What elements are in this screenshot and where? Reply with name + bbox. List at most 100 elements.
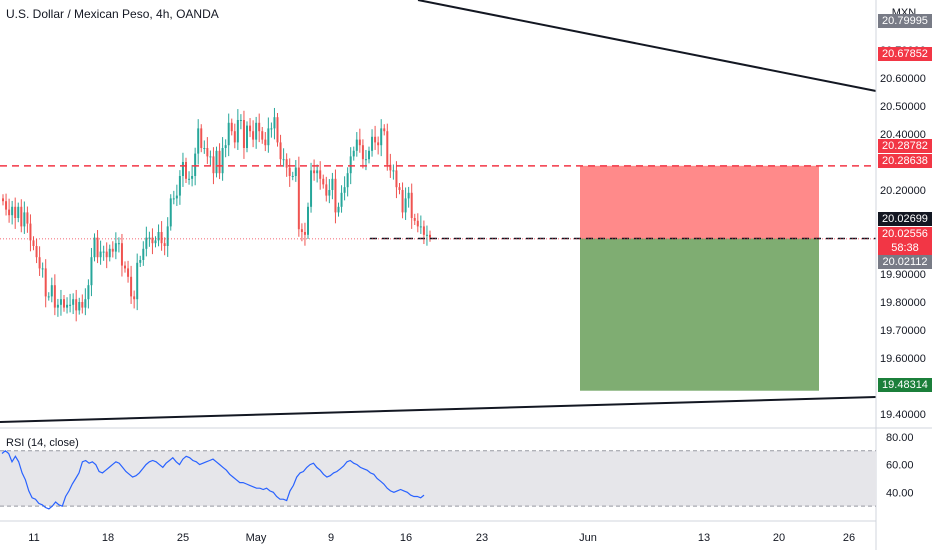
candle-body [197,128,200,154]
price-tick: 20.60000 [880,73,926,85]
candle-body [416,220,419,227]
candle-body [380,128,383,146]
time-tick: 23 [476,532,488,544]
candle-body [117,243,120,245]
top-price-badge: 20.79995 [878,14,932,28]
candle-body [56,304,59,308]
candle-body [419,226,422,228]
candle-body [349,156,352,174]
candle-body [59,299,62,305]
candle-body [316,170,319,174]
candle-body [322,178,325,185]
candle-body [66,304,69,308]
candle-body [429,234,431,238]
candle-body [194,153,197,176]
candle-body [84,299,87,308]
candles [2,107,431,322]
last-price-badge: 20.02556 [878,227,932,241]
upper-trendline [417,0,877,92]
candle-body [303,232,306,235]
candle-body [331,178,334,190]
time-tick: Jun [579,532,597,544]
candle-body [133,296,136,300]
candle-body [352,150,355,157]
candle-body [142,248,145,260]
price-tick: 20.40000 [880,129,926,141]
candle-body [239,120,242,121]
candle-body [87,285,90,300]
candle-body [392,170,395,172]
candle-body [337,206,340,213]
candle-body [383,128,386,132]
candle-body [422,226,425,235]
candle-body [163,243,166,246]
candle-body [264,139,267,146]
candle-body [386,131,389,165]
candle-body [258,122,261,132]
candle-body [355,139,358,151]
candle-body [361,145,364,160]
candle-body [81,302,84,308]
candle-body [300,229,303,232]
candle-body [17,206,20,218]
candle-body [273,117,276,129]
candle-body [188,178,191,180]
candle-body [227,122,230,146]
candle-body [215,150,218,174]
risk-reward-zones [580,165,819,391]
candle-body [255,122,258,140]
candle-body [307,206,309,235]
candle-body [398,187,401,190]
candle-body [99,251,102,258]
candle-body [120,243,123,266]
candle-body [294,167,297,176]
candle-body [166,226,169,246]
candle-body [172,198,175,200]
price-tick: 19.90000 [880,269,926,281]
rsi-title: RSI (14, close) [6,437,79,449]
candle-body [114,243,117,252]
candle-body [2,198,4,202]
candle-body [20,206,23,227]
candle-body [233,131,236,143]
candle-body [53,285,56,308]
price-tick: 19.60000 [880,353,926,365]
candle-body [288,167,291,176]
candle-body [291,176,294,177]
time-tick: 26 [843,532,855,544]
candle-body [209,156,212,158]
candle-body [276,117,279,143]
candle-body [26,212,29,224]
candle-body [340,192,343,207]
lower-trendline [0,396,877,423]
candle-body [191,176,194,179]
candle-body [325,184,328,196]
candle-body [75,299,78,311]
candle-body [313,170,316,174]
entry-price-badge: 20.02699 [878,212,932,226]
time-tick: 9 [328,532,334,544]
candle-body [8,209,11,216]
candle-body [371,136,374,151]
candle-body [111,248,114,252]
candle-body [154,240,157,244]
price-tick: 19.40000 [880,409,926,421]
candle-body [124,265,126,269]
candle-body [224,145,227,148]
rsi-tick: 40.00 [886,487,914,499]
time-tick: 11 [28,532,39,544]
candle-body [267,128,270,146]
candle-body [319,170,322,179]
candle-body [389,164,392,171]
candle-body [78,302,81,311]
rsi-band [0,450,876,507]
price-tick: 20.20000 [880,185,926,197]
candle-body [334,178,337,213]
rsi-axis-ticks: 80.00 60.00 40.00 [886,432,914,499]
time-tick: 20 [773,532,785,544]
candle-body [200,128,203,148]
candle-body [50,285,53,297]
candle-body [105,251,108,258]
candle-body [249,125,252,132]
